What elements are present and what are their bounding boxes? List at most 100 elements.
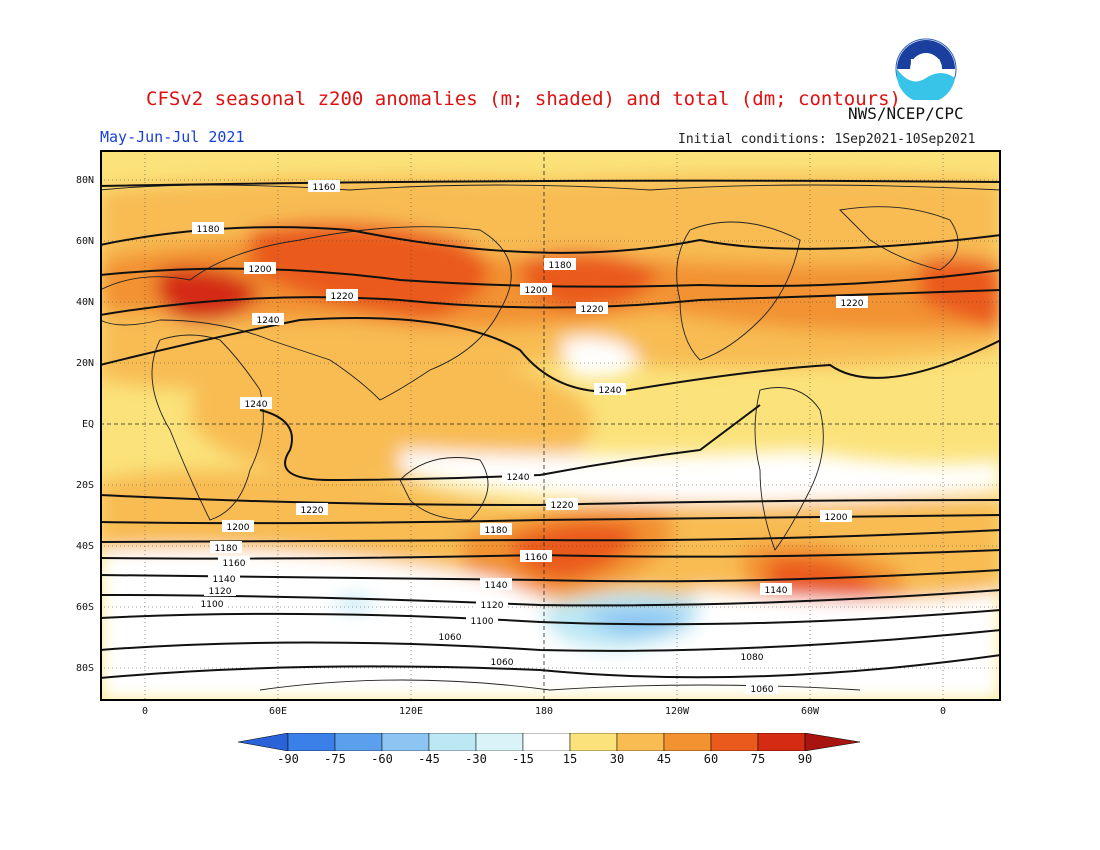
contour-label-1060-c: 1060 bbox=[751, 685, 774, 695]
colorbar bbox=[238, 733, 861, 751]
contour-label-1220-a: 1220 bbox=[331, 292, 354, 302]
contour-label-1180-c: 1180 bbox=[215, 544, 238, 554]
colorbar-label: 45 bbox=[656, 752, 672, 766]
colorbar-bin-3 bbox=[381, 733, 430, 751]
contour-label-1240-b: 1240 bbox=[599, 386, 622, 396]
colorbar-label: 90 bbox=[797, 752, 813, 766]
contour-label-1240-d: 1240 bbox=[507, 473, 530, 483]
contour-label-1060-a: 1060 bbox=[439, 633, 462, 643]
contour-label-1080-a: 1080 bbox=[741, 653, 764, 663]
contour-label-1120-a: 1120 bbox=[209, 587, 232, 597]
anomaly-shade-60-natl bbox=[920, 256, 1001, 330]
contour-1160-north bbox=[100, 179, 1001, 187]
contour-1240-north bbox=[100, 317, 1001, 393]
colorbar-bin-1 bbox=[287, 733, 336, 751]
contour-label-1200-c: 1200 bbox=[227, 523, 250, 533]
contour-1180-north bbox=[100, 226, 1001, 254]
colorbar-bin-11 bbox=[757, 733, 806, 751]
lat-label-40s: 40S bbox=[75, 541, 94, 552]
contour-label-1100-b: 1100 bbox=[471, 617, 494, 627]
contour-label-1220-e: 1220 bbox=[301, 506, 324, 516]
lat-label-60s: 60S bbox=[75, 602, 94, 613]
colorbar-bin-5 bbox=[475, 733, 524, 751]
lat-label-20s: 20S bbox=[75, 480, 94, 491]
anomaly-shade-neutral-pacific bbox=[560, 337, 640, 378]
anomaly-shade-60-europe bbox=[157, 267, 260, 322]
contour-label-1160-a: 1160 bbox=[313, 183, 336, 193]
lon-label-180: 180 bbox=[534, 706, 554, 717]
colorbar-label: -60 bbox=[371, 752, 393, 766]
contour-label-1140-a: 1140 bbox=[213, 575, 236, 585]
contour-label-1140-c: 1140 bbox=[765, 586, 788, 596]
contour-label-1060-b: 1060 bbox=[491, 658, 514, 668]
colorbar-bin-8 bbox=[616, 733, 665, 751]
contour-label-1160-c: 1160 bbox=[525, 553, 548, 563]
lon-label-60e: 60E bbox=[268, 706, 288, 717]
contour-label-1160-b: 1160 bbox=[223, 559, 246, 569]
colorbar-bin-9 bbox=[663, 733, 712, 751]
lon-label-60w: 60W bbox=[800, 706, 820, 717]
lon-label-120e: 120E bbox=[398, 706, 424, 717]
anomaly-shade-60-spac bbox=[510, 522, 640, 580]
contour-label-1240-c: 1240 bbox=[245, 400, 268, 410]
logo-lettering: NOAA bbox=[910, 58, 942, 69]
contour-label-1180-a: 1180 bbox=[197, 225, 220, 235]
contour-label-1200-a: 1200 bbox=[249, 265, 272, 275]
initial-conditions: Initial conditions: 1Sep2021-10Sep2021 bbox=[678, 132, 976, 147]
lat-label-20n: 20N bbox=[75, 358, 94, 369]
contour-label-1120-b: 1120 bbox=[481, 601, 504, 611]
contour-label-1200-d: 1200 bbox=[825, 513, 848, 523]
colorbar-label: -45 bbox=[418, 752, 440, 766]
colorbar-label: -75 bbox=[324, 752, 346, 766]
reference-lines bbox=[100, 150, 1001, 701]
lat-label-eq: EQ bbox=[81, 419, 94, 430]
contour-1120-south bbox=[100, 589, 1001, 607]
anomaly-shade-60-north bbox=[250, 222, 489, 320]
colorbar-bin-10 bbox=[710, 733, 759, 751]
colorbar-label: -15 bbox=[512, 752, 534, 766]
colorbar-label: -90 bbox=[277, 752, 299, 766]
colorbar-bin-6 bbox=[522, 733, 571, 751]
colorbar-label: 75 bbox=[750, 752, 766, 766]
anomaly-shade-negative-core bbox=[580, 607, 690, 635]
contour-1220-north bbox=[100, 289, 1001, 316]
colorbar-arrow-high bbox=[804, 733, 861, 751]
page-title: CFSv2 seasonal z200 anomalies (m; shaded… bbox=[146, 88, 901, 110]
contour-1240-tropics bbox=[259, 404, 761, 482]
map-frame bbox=[100, 150, 1001, 701]
contour-labels: 1160 1180 1180 1200 1200 1220 1220 1220 … bbox=[192, 180, 868, 695]
anomaly-shade-60-satl bbox=[767, 558, 880, 610]
contour-label-1220-b: 1220 bbox=[581, 305, 604, 315]
contour-1220-south bbox=[100, 494, 1001, 507]
lat-label-80s: 80S bbox=[75, 663, 94, 674]
contour-1100-south bbox=[100, 609, 1001, 626]
contour-label-1220-c: 1220 bbox=[841, 299, 864, 309]
noaa-logo: NOAA bbox=[895, 38, 957, 103]
lat-label-60n: 60N bbox=[75, 236, 94, 247]
contour-1080-south bbox=[100, 629, 1001, 652]
contour-label-1180-b: 1180 bbox=[549, 261, 572, 271]
colorbar-label: 60 bbox=[703, 752, 719, 766]
colorbar-label: -30 bbox=[465, 752, 487, 766]
contour-label-1240-a: 1240 bbox=[257, 316, 280, 326]
anomaly-map: 1160 1180 1180 1200 1200 1220 1220 1220 … bbox=[100, 150, 1001, 701]
forecast-period: May-Jun-Jul 2021 bbox=[100, 128, 245, 146]
colorbar-bin-7 bbox=[569, 733, 618, 751]
colorbar-bin-4 bbox=[428, 733, 477, 751]
contour-1060-south bbox=[100, 654, 1001, 679]
contour-label-1220-d: 1220 bbox=[551, 501, 574, 511]
colorbar-bin-2 bbox=[334, 733, 383, 751]
lon-label-0: 0 bbox=[141, 706, 149, 717]
lon-label-0-east: 0 bbox=[939, 706, 947, 717]
lon-label-120w: 120W bbox=[664, 706, 690, 717]
agency-label: NWS/NCEP/CPC bbox=[848, 104, 964, 123]
contour-label-1180-d: 1180 bbox=[485, 526, 508, 536]
colorbar-label: 15 bbox=[562, 752, 578, 766]
contour-label-1200-b: 1200 bbox=[525, 286, 548, 296]
contour-label-1100-a: 1100 bbox=[201, 600, 224, 610]
lat-label-40n: 40N bbox=[75, 297, 94, 308]
colorbar-arrow-low bbox=[238, 733, 289, 751]
colorbar-label: 30 bbox=[609, 752, 625, 766]
lat-label-80n: 80N bbox=[75, 175, 94, 186]
anomaly-shade-neutral-southern-band bbox=[400, 450, 1001, 504]
